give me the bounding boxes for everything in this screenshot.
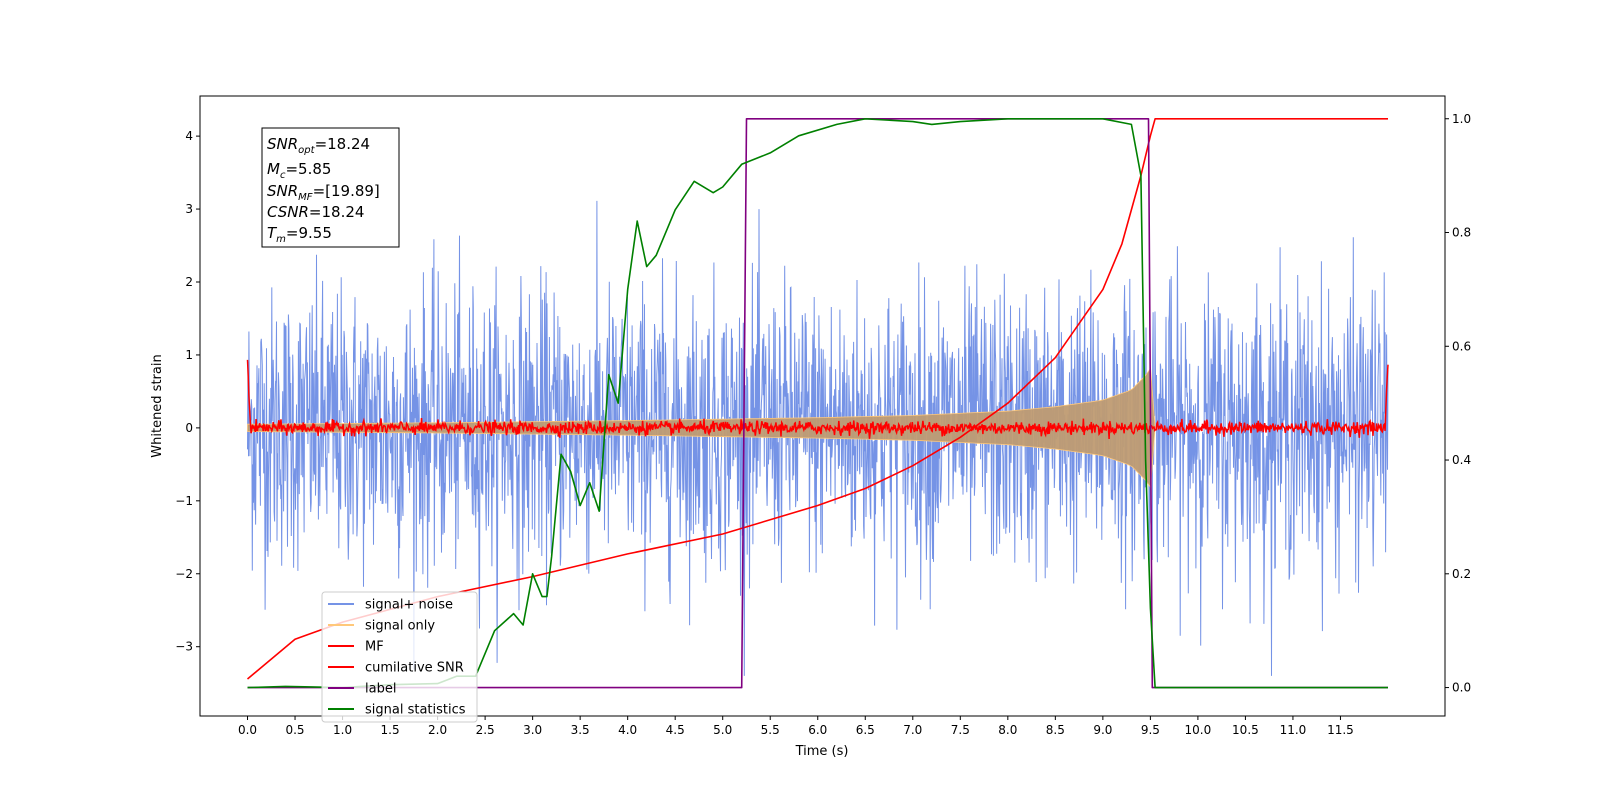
x-axis-ticks: 0.0 0.5 1.0 1.5 2.0 2.5 3.0 3.5 4.0 4.5 5.0 5.5 6.0 6…: [238, 716, 1354, 737]
info-mc: Mc=5.85: [267, 160, 331, 181]
x-tick-label: 8.5: [1046, 723, 1065, 737]
x-tick-label: 4.0: [618, 723, 637, 737]
info-csnr: CSNR=18.24: [267, 203, 364, 221]
x-axis-label: Time (s): [795, 744, 849, 759]
y-tick-label: −1: [175, 494, 193, 508]
x-tick-label: 10.0: [1185, 723, 1212, 737]
x-tick-label: 6.0: [808, 723, 827, 737]
x-tick-label: 2.5: [476, 723, 495, 737]
legend-label: cumilative SNR: [365, 661, 464, 676]
y-tick-label: 4: [185, 129, 193, 143]
y-axis-ticks: −3 −2 −1 0 1 2 3 4: [175, 129, 200, 654]
y-tick-label: −2: [175, 567, 193, 581]
info-snr-mf: SNRMF=[19.89]: [267, 182, 380, 203]
x-tick-label: 11.5: [1327, 723, 1354, 737]
y-tick-label: −3: [175, 640, 193, 654]
y-tick-label: 2: [185, 275, 193, 289]
x-tick-label: 3.5: [571, 723, 590, 737]
axes-frame: [199, 95, 1446, 717]
y2-tick-label: 0.8: [1452, 226, 1471, 240]
y2-tick-label: 0.6: [1452, 339, 1471, 353]
legend-label: signal+ noise: [365, 598, 453, 613]
x-tick-label: 0.0: [238, 723, 257, 737]
y2-tick-label: 1.0: [1452, 112, 1471, 126]
x-tick-label: 3.0: [523, 723, 542, 737]
y2-tick-label: 0.4: [1452, 453, 1471, 467]
series-signal-statistics-line: [247, 118, 1388, 689]
y2-axis-ticks: 0.0 0.2 0.4 0.6 0.8 1.0: [1445, 112, 1471, 695]
legend-label: label: [365, 682, 396, 697]
x-tick-label: 8.0: [998, 723, 1017, 737]
x-tick-label: 4.5: [666, 723, 685, 737]
info-box: SNRopt=18.24 Mc=5.85 SNRMF=[19.89] CSNR=…: [261, 127, 400, 248]
x-tick-label: 10.5: [1232, 723, 1259, 737]
legend-label: signal only: [365, 619, 435, 634]
x-tick-label: 7.5: [951, 723, 970, 737]
x-tick-label: 6.5: [856, 723, 875, 737]
x-tick-label: 5.0: [713, 723, 732, 737]
series-mf-line: [246, 359, 1389, 440]
y2-tick-label: 0.0: [1452, 681, 1471, 695]
legend-label: MF: [365, 640, 384, 655]
x-tick-label: 2.0: [428, 723, 447, 737]
info-tm: Tm=9.55: [267, 224, 332, 245]
info-snr-opt: SNRopt=18.24: [267, 135, 370, 156]
x-tick-label: 7.0: [903, 723, 922, 737]
legend: signal+ noise signal only MF cumilative SNR…: [321, 591, 478, 723]
y-tick-label: 0: [185, 421, 193, 435]
y-axis-label: Whitened strain: [150, 354, 165, 457]
y-tick-label: 3: [185, 202, 193, 216]
x-tick-label: 9.5: [1141, 723, 1160, 737]
x-tick-label: 1.0: [333, 723, 352, 737]
x-tick-label: 1.5: [381, 723, 400, 737]
y-tick-label: 1: [185, 348, 193, 362]
x-tick-label: 5.5: [761, 723, 780, 737]
x-tick-label: 0.5: [285, 723, 304, 737]
x-tick-label: 9.0: [1093, 723, 1112, 737]
x-tick-label: 11.0: [1280, 723, 1307, 737]
legend-label: signal statistics: [365, 703, 466, 718]
y2-tick-label: 0.2: [1452, 567, 1471, 581]
